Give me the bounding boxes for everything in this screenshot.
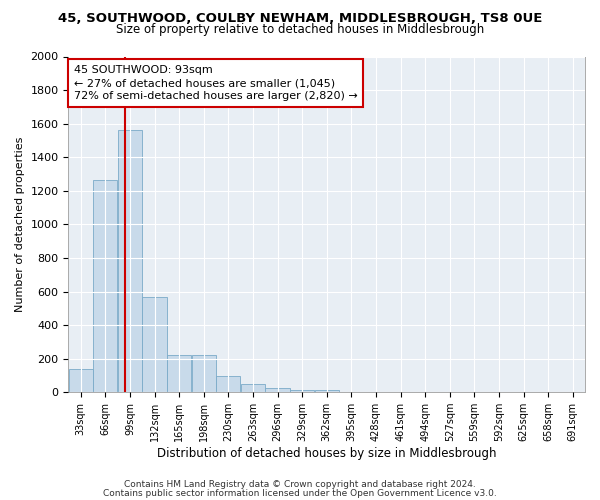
Bar	[241, 384, 265, 392]
Bar	[118, 130, 142, 392]
Text: Contains public sector information licensed under the Open Government Licence v3: Contains public sector information licen…	[103, 488, 497, 498]
Bar	[142, 296, 167, 392]
Bar	[265, 388, 290, 392]
Bar	[216, 376, 241, 392]
Y-axis label: Number of detached properties: Number of detached properties	[15, 136, 25, 312]
Text: Size of property relative to detached houses in Middlesbrough: Size of property relative to detached ho…	[116, 22, 484, 36]
Text: 45, SOUTHWOOD, COULBY NEWHAM, MIDDLESBROUGH, TS8 0UE: 45, SOUTHWOOD, COULBY NEWHAM, MIDDLESBRO…	[58, 12, 542, 26]
Bar	[93, 180, 118, 392]
Text: Contains HM Land Registry data © Crown copyright and database right 2024.: Contains HM Land Registry data © Crown c…	[124, 480, 476, 489]
Bar	[314, 390, 339, 392]
Bar	[167, 356, 191, 392]
Bar	[290, 390, 314, 392]
X-axis label: Distribution of detached houses by size in Middlesbrough: Distribution of detached houses by size …	[157, 447, 496, 460]
Bar	[68, 368, 93, 392]
Bar	[191, 356, 216, 392]
Text: 45 SOUTHWOOD: 93sqm
← 27% of detached houses are smaller (1,045)
72% of semi-det: 45 SOUTHWOOD: 93sqm ← 27% of detached ho…	[74, 65, 358, 102]
